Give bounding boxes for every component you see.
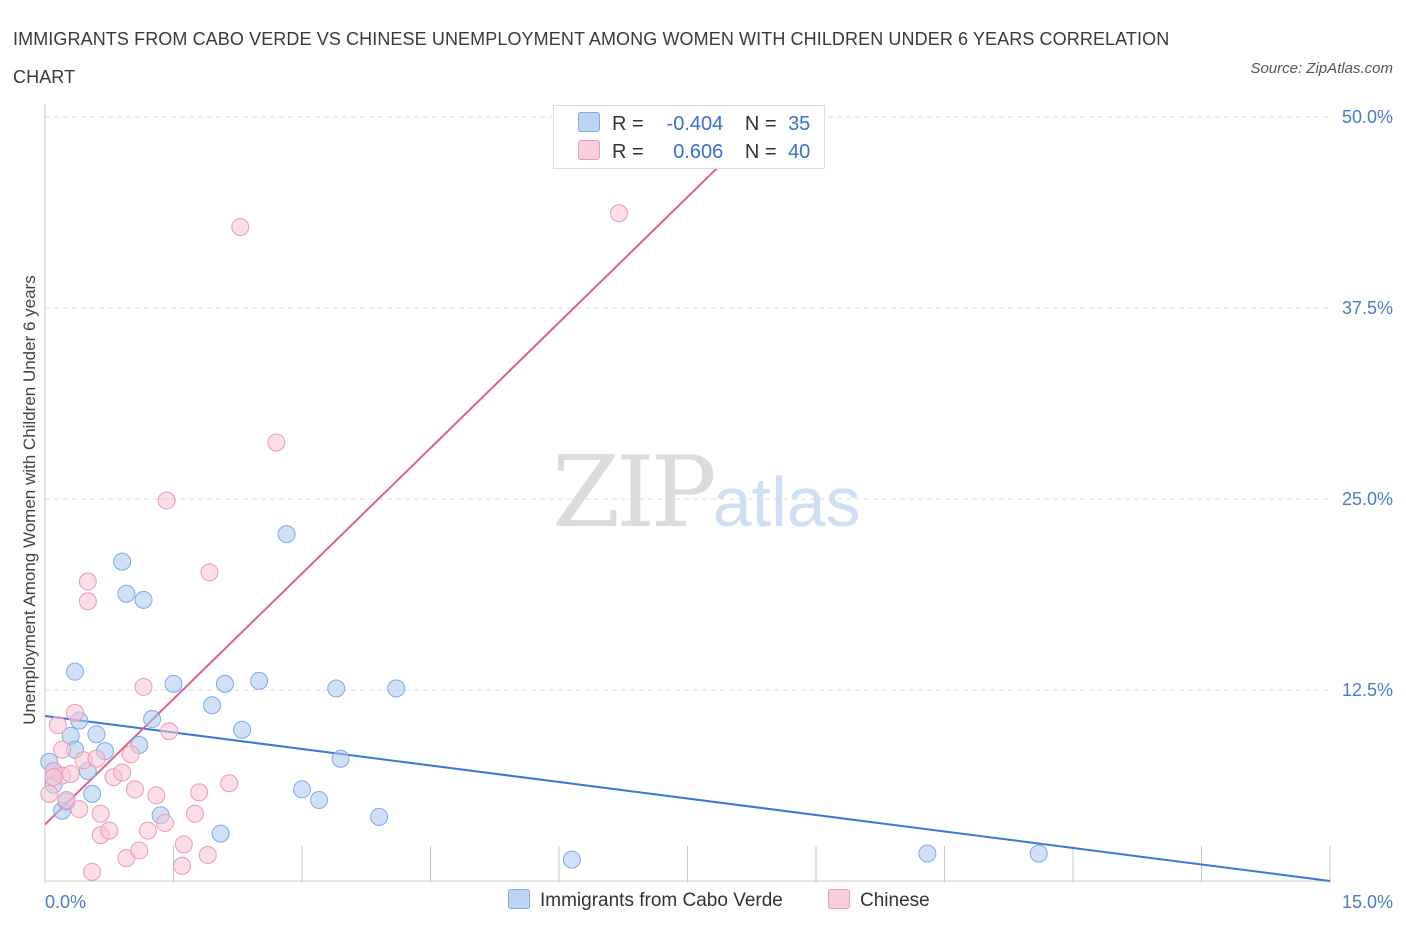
cabo-verde-point — [113, 552, 132, 571]
chinese-trend-line — [44, 154, 732, 826]
chinese-point — [190, 783, 209, 802]
cabo-verde-point — [134, 590, 153, 609]
tick-labels: 12.5% 25.0% 37.5% 50.0% 0.0% 15.0% — [45, 107, 1393, 912]
legend-series-name: Chinese — [860, 890, 930, 911]
legend-n-value: 35 — [788, 113, 811, 135]
cabo-verde-point — [250, 671, 269, 690]
cabo-verde-point — [215, 674, 234, 693]
legend-item-chinese: Chinese — [828, 889, 930, 912]
watermark-zip: ZIP — [552, 436, 717, 550]
cabo-verde-point — [83, 784, 102, 803]
legend-item-cabo-verde: Immigrants from Cabo Verde — [508, 889, 783, 912]
legend-row-cabo-verde: R = -0.404 N = 35 — [578, 112, 810, 138]
legend-n-label: N = — [744, 141, 777, 163]
chinese-point — [87, 749, 106, 768]
cabo-verde-point — [143, 710, 162, 729]
chinese-point — [78, 592, 97, 611]
cabo-verde-point — [370, 807, 389, 826]
y-tick-label: 50.0% — [1342, 107, 1393, 127]
chinese-point — [130, 841, 149, 860]
chinese-point — [134, 677, 153, 696]
x-tick-label: 15.0% — [1342, 892, 1393, 912]
y-tick-label: 12.5% — [1342, 680, 1393, 700]
chinese-point — [48, 716, 67, 735]
chinese-point — [61, 765, 80, 784]
cabo-verde-point — [327, 679, 346, 698]
chinese-point — [113, 763, 132, 782]
cabo-verde-point — [277, 525, 296, 544]
chinese-point — [57, 791, 76, 810]
cabo-verde-point — [1029, 844, 1048, 863]
chinese-point — [65, 703, 84, 722]
chinese-point — [267, 433, 286, 452]
legend-swatch-pink — [578, 140, 600, 160]
cabo-verde-point — [331, 749, 350, 768]
cabo-verde-point — [203, 696, 222, 715]
cabo-verde-point — [65, 662, 84, 681]
cabo-verde-point — [233, 720, 252, 739]
chart-title: IMMIGRANTS FROM CABO VERDE VS CHINESE UN… — [13, 29, 1170, 87]
legend-r-value: -0.404 — [666, 113, 724, 135]
chinese-point — [138, 821, 157, 840]
legend-r-value: 0.606 — [673, 141, 724, 163]
chinese-point — [125, 780, 144, 799]
chinese-point — [40, 784, 59, 803]
chinese-point — [53, 740, 72, 759]
chinese-point — [200, 563, 219, 582]
legend-n-label: N = — [744, 113, 777, 135]
chinese-point — [174, 835, 193, 854]
cabo-verde-point — [387, 679, 406, 698]
source-label: Source: ZipAtlas.com — [1250, 60, 1393, 77]
y-tick-label: 37.5% — [1342, 298, 1393, 318]
data-points — [40, 204, 1048, 881]
x-tick-label: 0.0% — [45, 892, 86, 912]
legend-swatch-blue — [578, 112, 600, 132]
chinese-point — [91, 804, 110, 823]
cabo-verde-point — [562, 850, 581, 869]
legend-r-label: R = — [612, 113, 644, 135]
legend-series-name: Immigrants from Cabo Verde — [540, 890, 783, 911]
cabo-verde-point — [87, 725, 106, 744]
chinese-point — [160, 722, 179, 741]
legend-swatch-pink — [828, 889, 850, 909]
chinese-point — [157, 491, 176, 510]
watermark: ZIPatlas — [552, 436, 861, 550]
legend-n-value: 40 — [788, 141, 811, 163]
cabo-verde-point — [310, 791, 329, 810]
grid-lines — [45, 116, 1330, 691]
chinese-point — [198, 846, 217, 865]
chinese-point — [609, 204, 628, 223]
legend-r-label: R = — [612, 141, 644, 163]
chinese-point — [231, 218, 250, 237]
cabo-verde-point — [293, 780, 311, 799]
chinese-point — [121, 745, 140, 764]
legend-swatch-blue — [508, 889, 530, 909]
y-tick-label: 25.0% — [1342, 489, 1393, 509]
trend-lines — [44, 154, 1331, 882]
chinese-point — [83, 862, 102, 881]
chinese-point — [173, 856, 192, 875]
cabo-verde-trend-line — [44, 714, 1331, 882]
correlation-legend: R = -0.404 N = 35 R = 0.606 N = 40 — [553, 105, 825, 169]
chinese-point — [70, 800, 89, 819]
cabo-verde-point — [918, 844, 937, 863]
watermark-atlas: atlas — [712, 463, 861, 541]
chinese-point — [155, 813, 174, 832]
cabo-verde-point — [117, 584, 136, 603]
chinese-point — [44, 768, 63, 787]
chinese-point — [220, 774, 239, 793]
chinese-point — [147, 786, 166, 805]
chinese-point — [100, 821, 119, 840]
cabo-verde-point — [164, 674, 183, 693]
cabo-verde-point — [211, 824, 230, 843]
chinese-point — [78, 572, 97, 591]
legend-row-chinese: R = 0.606 N = 40 — [578, 140, 810, 166]
axes — [44, 104, 1331, 883]
chinese-point — [185, 804, 204, 823]
